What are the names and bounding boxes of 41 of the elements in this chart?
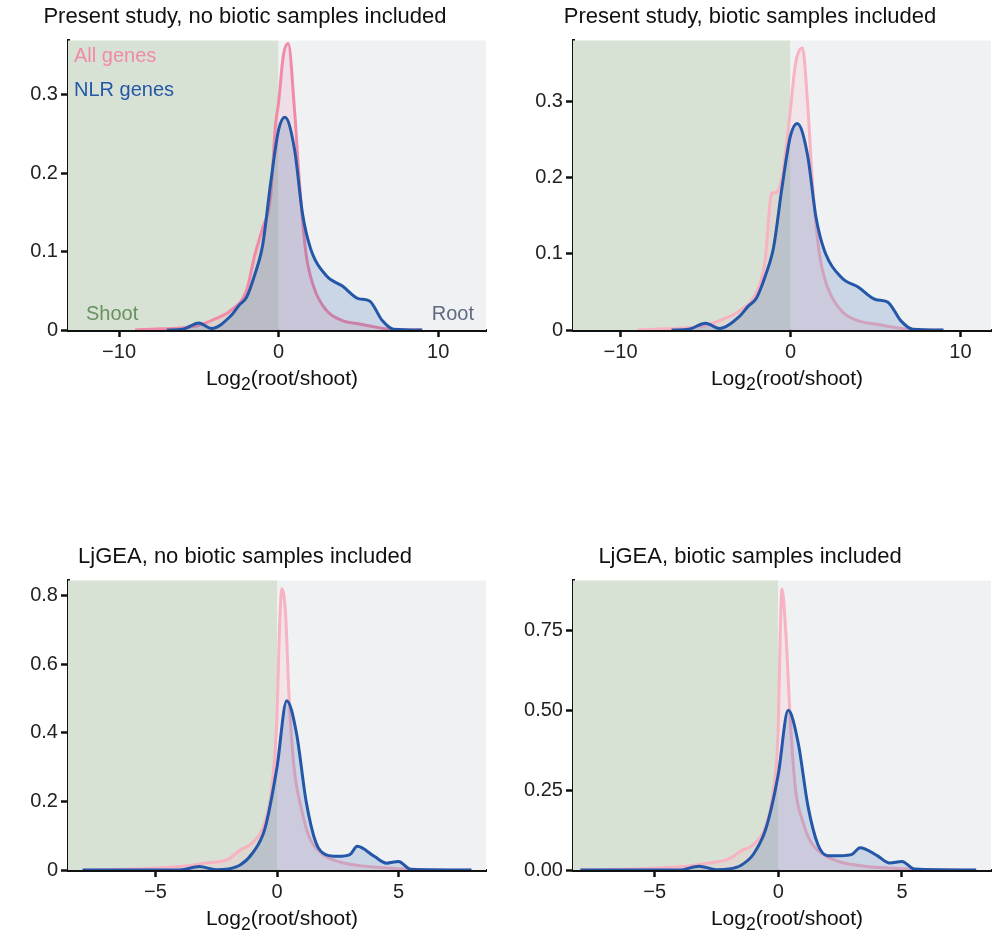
text: NLR genes	[74, 77, 175, 100]
y-tick-label: 0.3	[30, 82, 58, 105]
chart-title: LjGEA, no biotic samples included	[78, 543, 412, 569]
y-tick-label: 0.3	[535, 88, 563, 111]
x-tick-label: −5	[643, 879, 667, 902]
text: All genes	[74, 43, 157, 66]
x-tick-label: 0	[784, 339, 797, 362]
y-tick-label: 0.00	[524, 857, 563, 880]
x-tick-label: −10	[603, 339, 638, 362]
x-tick-label: 5	[896, 879, 908, 902]
x-tick-label: 10	[427, 339, 450, 362]
x-axis-title: Log$_{2}$(root/shoot)	[709, 366, 865, 396]
y-tick-label: 0.2	[30, 160, 58, 183]
chart-title: Present study, biotic samples included	[563, 3, 937, 29]
x-tick-label: 10	[949, 339, 972, 362]
chart-title: Present study, no biotic samples included	[43, 3, 447, 29]
band-label: Root	[431, 301, 475, 324]
y-tick-label: 0	[46, 857, 58, 880]
x-tick-label: 0	[271, 879, 283, 902]
chart-title: LjGEA, biotic samples included	[598, 543, 902, 569]
x-axis-title: Log$_{2}$(root/shoot)	[709, 906, 865, 936]
x-tick-label: 5	[392, 879, 405, 902]
x-axis-title: Log$_{2}$(root/shoot)	[204, 906, 360, 936]
y-tick-label: 0	[551, 317, 563, 340]
y-tick-label: 0.2	[535, 165, 563, 188]
y-tick-label: 0.2	[30, 788, 58, 811]
y-tick-label: 0.25	[524, 777, 563, 800]
y-tick-label: 0.4	[30, 720, 58, 743]
x-tick-label: 0	[772, 879, 784, 902]
y-tick-label: 0.6	[30, 651, 58, 674]
y-tick-label: 0.1	[30, 239, 58, 262]
band-label: Shoot	[86, 301, 139, 324]
x-tick-label: 0	[273, 339, 285, 362]
y-tick-label: 0.8	[30, 583, 58, 606]
y-tick-label: 0.75	[524, 618, 563, 641]
x-tick-label: −5	[144, 879, 167, 902]
x-axis-title: Log$_{2}$(root/shoot)	[204, 366, 360, 396]
x-tick-label: −10	[102, 339, 137, 362]
y-tick-label: 0.50	[524, 697, 563, 720]
y-tick-label: 0	[46, 317, 58, 340]
y-tick-label: 0.1	[535, 241, 563, 264]
